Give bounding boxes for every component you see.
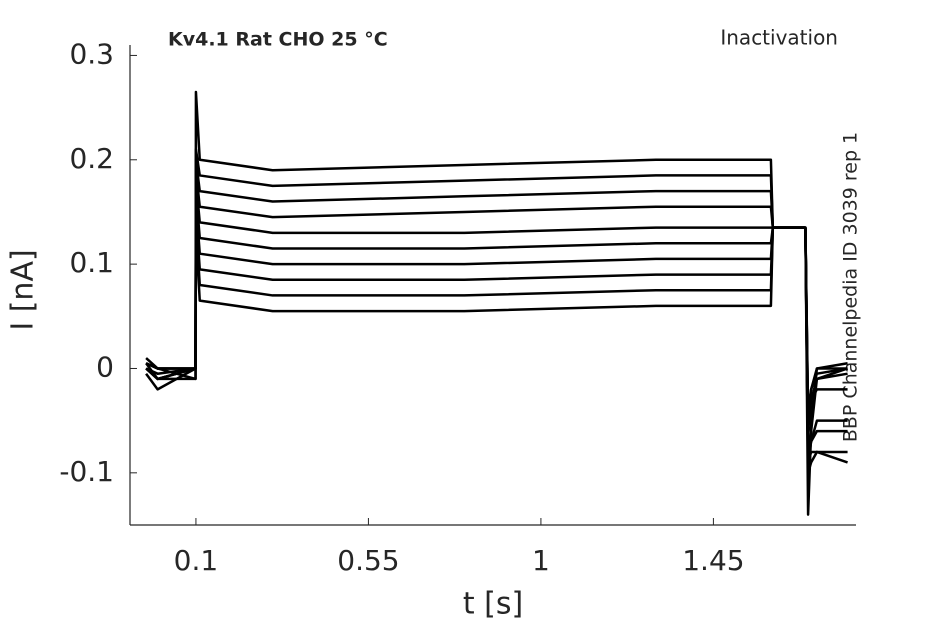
y-tick-label: 0.1 xyxy=(69,246,114,279)
x-tick-label: 0.55 xyxy=(337,544,399,577)
y-tick-label: 0.2 xyxy=(69,142,114,175)
y-tick-label: -0.1 xyxy=(59,455,114,488)
x-axis-label: t [s] xyxy=(463,587,523,622)
annotation: Inactivation xyxy=(720,26,838,50)
trace xyxy=(145,226,848,412)
trace xyxy=(145,221,848,422)
x-tick-label: 0.1 xyxy=(174,544,219,577)
trace xyxy=(145,179,848,475)
y-tick-label: 0 xyxy=(96,350,114,383)
trace xyxy=(145,200,848,433)
y-tick-label: 0.3 xyxy=(69,37,114,70)
x-tick-label: 1 xyxy=(532,544,550,577)
side-label: BBP Channelpedia ID 3039 rep 1 xyxy=(840,132,862,442)
y-axis-label: I [nA] xyxy=(6,249,41,330)
x-tick-label: 1.45 xyxy=(682,544,744,577)
trace xyxy=(145,90,848,516)
chart-title: Kv4.1 Rat CHO 25 °C xyxy=(168,29,388,51)
